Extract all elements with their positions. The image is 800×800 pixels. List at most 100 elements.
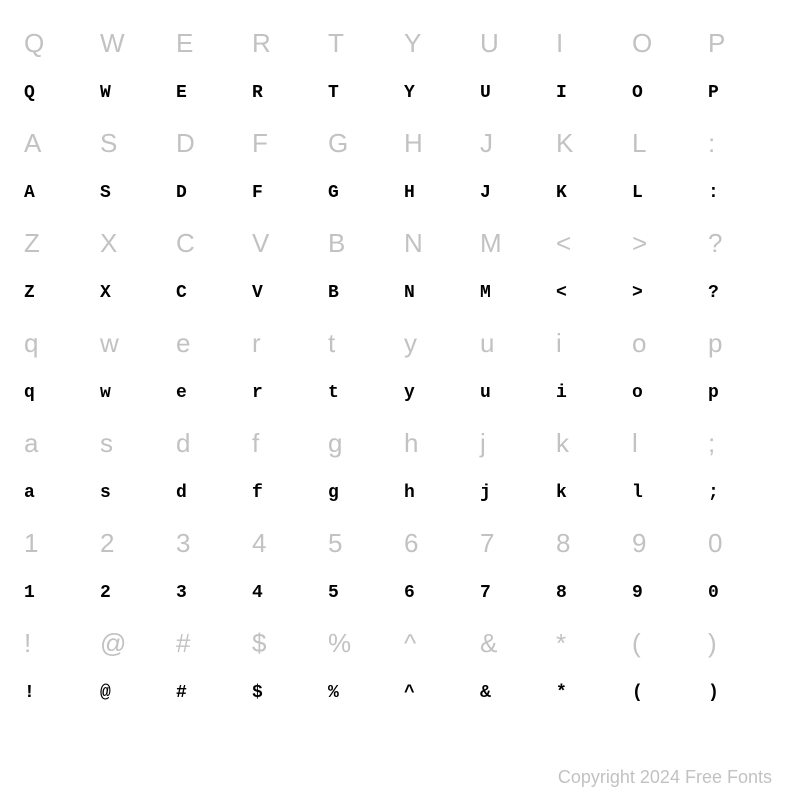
glyph-cell: < xyxy=(552,268,628,318)
reference-char: 9 xyxy=(632,528,646,559)
ref-cell: g xyxy=(324,418,400,468)
reference-char: ^ xyxy=(404,628,416,659)
reference-char: ( xyxy=(632,628,641,659)
glyph-char: Z xyxy=(24,283,34,303)
glyph-char: K xyxy=(556,183,566,203)
glyph-char: 0 xyxy=(708,583,718,603)
ref-cell: w xyxy=(96,318,172,368)
ref-cell: 5 xyxy=(324,518,400,568)
ref-cell: M xyxy=(476,218,552,268)
glyph-char: 1 xyxy=(24,583,34,603)
glyph-cell: 8 xyxy=(552,568,628,618)
reference-char: C xyxy=(176,228,195,259)
glyph-cell: O xyxy=(628,68,704,118)
glyph-char: o xyxy=(632,383,642,403)
glyph-char: % xyxy=(328,683,338,703)
glyph-cell: p xyxy=(704,368,780,418)
reference-char: G xyxy=(328,128,348,159)
ref-cell: G xyxy=(324,118,400,168)
glyph-cell: g xyxy=(324,468,400,518)
reference-char: Y xyxy=(404,28,421,59)
ref-cell: ) xyxy=(704,618,780,668)
reference-char: I xyxy=(556,28,563,59)
reference-char: e xyxy=(176,328,190,359)
reference-char: T xyxy=(328,28,344,59)
glyph-char: R xyxy=(252,83,262,103)
reference-char: M xyxy=(480,228,502,259)
reference-char: P xyxy=(708,28,725,59)
reference-char: k xyxy=(556,428,569,459)
glyph-char: # xyxy=(176,683,186,703)
glyph-cell: > xyxy=(628,268,704,318)
glyph-char: @ xyxy=(100,683,110,703)
glyph-cell: T xyxy=(324,68,400,118)
ref-cell: 4 xyxy=(248,518,324,568)
copyright-text: Copyright 2024 Free Fonts xyxy=(558,767,772,788)
glyph-char: 5 xyxy=(328,583,338,603)
glyph-cell: q xyxy=(20,368,96,418)
glyph-char: $ xyxy=(252,683,262,703)
glyph-char: A xyxy=(24,183,34,203)
ref-cell: 1 xyxy=(20,518,96,568)
reference-char: W xyxy=(100,28,125,59)
glyph-char: ^ xyxy=(404,683,414,703)
glyph-cell: W xyxy=(96,68,172,118)
ref-cell: ^ xyxy=(400,618,476,668)
glyph-cell: y xyxy=(400,368,476,418)
glyph-char: 4 xyxy=(252,583,262,603)
ref-cell: ? xyxy=(704,218,780,268)
reference-char: K xyxy=(556,128,573,159)
reference-char: 3 xyxy=(176,528,190,559)
glyph-cell: * xyxy=(552,668,628,718)
glyph-char: 6 xyxy=(404,583,414,603)
ref-cell: k xyxy=(552,418,628,468)
glyph-cell: S xyxy=(96,168,172,218)
glyph-cell: 7 xyxy=(476,568,552,618)
reference-char: D xyxy=(176,128,195,159)
glyph-cell: s xyxy=(96,468,172,518)
ref-cell: A xyxy=(20,118,96,168)
reference-char: a xyxy=(24,428,38,459)
reference-char: o xyxy=(632,328,646,359)
glyph-cell: e xyxy=(172,368,248,418)
glyph-char: M xyxy=(480,283,490,303)
ref-cell: o xyxy=(628,318,704,368)
ref-cell: 0 xyxy=(704,518,780,568)
ref-cell: H xyxy=(400,118,476,168)
reference-char: # xyxy=(176,628,190,659)
reference-char: l xyxy=(632,428,638,459)
glyph-cell: D xyxy=(172,168,248,218)
glyph-char: W xyxy=(100,83,110,103)
ref-cell: F xyxy=(248,118,324,168)
glyph-cell: $ xyxy=(248,668,324,718)
reference-char: 2 xyxy=(100,528,114,559)
glyph-char: j xyxy=(480,483,490,503)
glyph-char: 2 xyxy=(100,583,110,603)
reference-char: H xyxy=(404,128,423,159)
glyph-cell: E xyxy=(172,68,248,118)
ref-cell: y xyxy=(400,318,476,368)
glyph-char: h xyxy=(404,483,414,503)
glyph-cell: f xyxy=(248,468,324,518)
glyph-char: < xyxy=(556,283,566,303)
glyph-cell: u xyxy=(476,368,552,418)
glyph-cell: 6 xyxy=(400,568,476,618)
ref-cell: 8 xyxy=(552,518,628,568)
glyph-cell: 9 xyxy=(628,568,704,618)
ref-cell: 6 xyxy=(400,518,476,568)
glyph-cell: R xyxy=(248,68,324,118)
glyph-char: : xyxy=(708,183,718,203)
glyph-cell: : xyxy=(704,168,780,218)
ref-cell: Q xyxy=(20,18,96,68)
ref-cell: T xyxy=(324,18,400,68)
reference-char: Q xyxy=(24,28,44,59)
ref-cell: < xyxy=(552,218,628,268)
glyph-char: ; xyxy=(708,483,718,503)
ref-cell: D xyxy=(172,118,248,168)
ref-cell: N xyxy=(400,218,476,268)
glyph-cell: Z xyxy=(20,268,96,318)
ref-cell: ( xyxy=(628,618,704,668)
glyph-cell: i xyxy=(552,368,628,418)
reference-char: : xyxy=(708,128,715,159)
reference-char: q xyxy=(24,328,38,359)
